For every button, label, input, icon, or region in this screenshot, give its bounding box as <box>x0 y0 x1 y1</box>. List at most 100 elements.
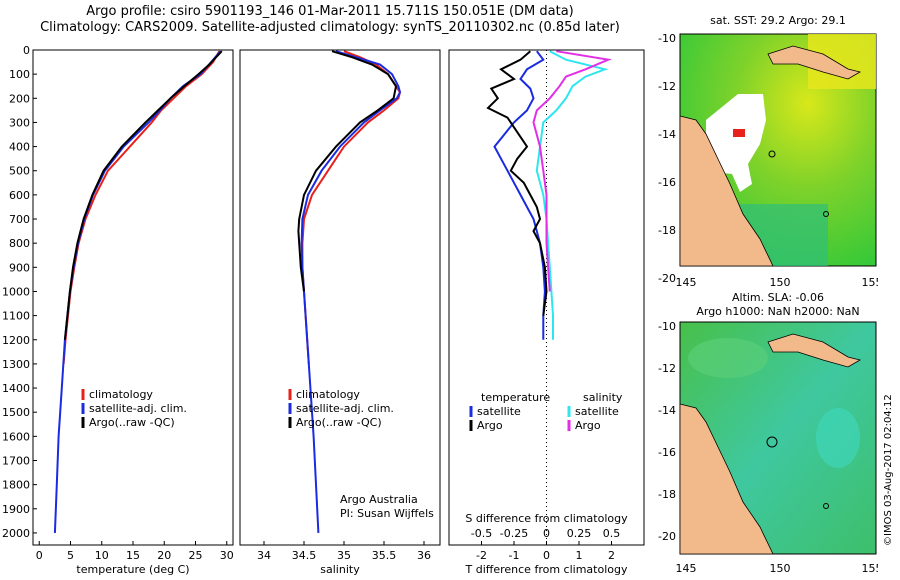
plot-title-line2: Climatology: CARS2009. Satellite-adjuste… <box>40 20 620 35</box>
imos-credit: ©IMOS 03-Aug-2017 02:04:12 <box>883 394 894 546</box>
legend-label: Argo(..raw -QC) <box>296 416 382 429</box>
salinity-xlabel: salinity <box>320 563 360 576</box>
legend-label: Argo(..raw -QC) <box>89 416 175 429</box>
depth-tick-label: 500 <box>9 165 30 178</box>
temperature-xtick-label: 15 <box>126 549 140 562</box>
difference-xtick-label: 2 <box>608 549 615 562</box>
depth-tick-label: 1100 <box>2 310 30 323</box>
temperature-axes-box <box>32 49 234 546</box>
temperature-xlabel: temperature (deg C) <box>76 563 189 576</box>
depth-tick-label: 0 <box>23 44 30 57</box>
sst-ytick: -20 <box>658 272 676 285</box>
legend-heading: salinity <box>583 391 623 404</box>
depth-tick-label: 1200 <box>2 334 30 347</box>
salinity-xtick-label: 35.5 <box>372 549 397 562</box>
plot-title-line1: Argo profile: csiro 5901193_146 01-Mar-2… <box>86 4 574 19</box>
temperature-panel: 0100200300400500600700800900100011001200… <box>2 44 234 576</box>
legend-label: climatology <box>89 388 153 401</box>
depth-tick-label: 1900 <box>2 503 30 516</box>
sst-ytick: -18 <box>658 224 676 237</box>
salinity-xtick-label: 35 <box>337 549 351 562</box>
argo-credit-text: PI: Susan Wijffels <box>340 507 434 520</box>
series-line-argo <box>486 50 548 316</box>
depth-tick-label: 100 <box>9 68 30 81</box>
sla-ytick: -16 <box>658 446 676 459</box>
temperature-xtick-label: 0 <box>36 549 43 562</box>
sla-ytick: -14 <box>658 404 676 417</box>
australia-coast <box>679 115 774 267</box>
argo-credit-text: Argo Australia <box>340 493 418 506</box>
legend-label: Argo <box>477 419 503 432</box>
series-line-argo <box>63 50 223 340</box>
sst-map-frame <box>679 33 877 267</box>
argo-position-marker <box>733 129 745 137</box>
depth-tick-label: 1600 <box>2 430 30 443</box>
sla-x-axis: 145 150 155 <box>676 562 879 575</box>
s-xtick-label: -0.25 <box>500 527 528 540</box>
sla-ytick: -10 <box>658 320 676 333</box>
depth-tick-label: 1000 <box>2 285 30 298</box>
difference-xtick-label: 0 <box>543 549 550 562</box>
sst-x-axis: 145 150 155 <box>676 276 879 289</box>
salinity-axes-box <box>239 49 441 546</box>
sla-xtick: 155 <box>862 562 879 575</box>
s-xtick-label: 0 <box>543 527 550 540</box>
sst-xtick: 145 <box>676 276 697 289</box>
depth-tick-label: 1700 <box>2 454 30 467</box>
sla-ytick: -18 <box>658 488 676 501</box>
salinity-xtick-label: 36 <box>417 549 431 562</box>
sst-xtick: 155 <box>862 276 879 289</box>
series-line-argo_salinity <box>532 50 612 292</box>
sla-ytick: -20 <box>658 530 676 543</box>
depth-tick-label: 200 <box>9 92 30 105</box>
s-xtick-label: 0.25 <box>567 527 592 540</box>
profile-plots: 0100200300400500600700800900100011001200… <box>2 44 645 576</box>
sla-map-title-line2: Argo h1000: NaN h2000: NaN <box>696 305 860 318</box>
legend-label: satellite-adj. clim. <box>89 402 187 415</box>
legend-label: satellite-adj. clim. <box>296 402 394 415</box>
sst-ytick: -12 <box>658 80 676 93</box>
difference-xtick-label: 1 <box>576 549 583 562</box>
sla-patch <box>688 338 768 378</box>
sst-xtick: 150 <box>770 276 791 289</box>
reef-outline <box>768 150 776 158</box>
depth-tick-label: 1500 <box>2 406 30 419</box>
sla-map-frame <box>679 321 877 555</box>
sla-xtick: 150 <box>770 562 791 575</box>
sla-map-title-line1: Altim. SLA: -0.06 <box>731 291 825 304</box>
depth-tick-label: 1400 <box>2 382 30 395</box>
reef-outline <box>766 436 778 448</box>
sla-ytick: -12 <box>658 362 676 375</box>
depth-tick-label: 300 <box>9 116 30 129</box>
sla-y-axis: -10 -12 -14 -16 -18 -20 <box>658 320 676 543</box>
reef-outline <box>823 211 829 217</box>
salinity-xtick-label: 34.5 <box>292 549 317 562</box>
s-difference-label: S difference from climatology <box>465 512 628 525</box>
difference-xlabel: T difference from climatology <box>465 563 628 576</box>
temperature-xtick-label: 20 <box>157 549 171 562</box>
depth-tick-label: 900 <box>9 261 30 274</box>
sla-high-patch <box>816 408 860 468</box>
depth-tick-label: 700 <box>9 213 30 226</box>
legend-label: satellite <box>575 405 619 418</box>
depth-tick-label: 1300 <box>2 358 30 371</box>
sst-ytick: -16 <box>658 176 676 189</box>
temperature-xtick-label: 30 <box>220 549 234 562</box>
sst-map-title: sat. SST: 29.2 Argo: 29.1 <box>710 14 846 27</box>
sla-xtick: 145 <box>676 562 697 575</box>
salinity-panel: 34 34.5 35 35.5 36 salinity climatologysatelli… <box>239 49 441 576</box>
difference-panel: -2 -1 0 1 2T difference from climatology S di… <box>448 49 645 576</box>
s-xtick-label: 0.5 <box>603 527 621 540</box>
salinity-xtick-label: 34 <box>257 549 271 562</box>
depth-tick-label: 800 <box>9 237 30 250</box>
depth-tick-label: 600 <box>9 189 30 202</box>
legend-label: satellite <box>477 405 521 418</box>
reef-outline <box>823 503 829 509</box>
difference-xtick-label: -1 <box>509 549 520 562</box>
png-coast <box>767 333 862 368</box>
sla-map: -10 -12 -14 -16 -18 -20 145 150 155 <box>658 320 879 575</box>
legend-label: climatology <box>296 388 360 401</box>
depth-tick-label: 400 <box>9 141 30 154</box>
temperature-xtick-label: 5 <box>67 549 74 562</box>
sst-ytick: -14 <box>658 128 676 141</box>
